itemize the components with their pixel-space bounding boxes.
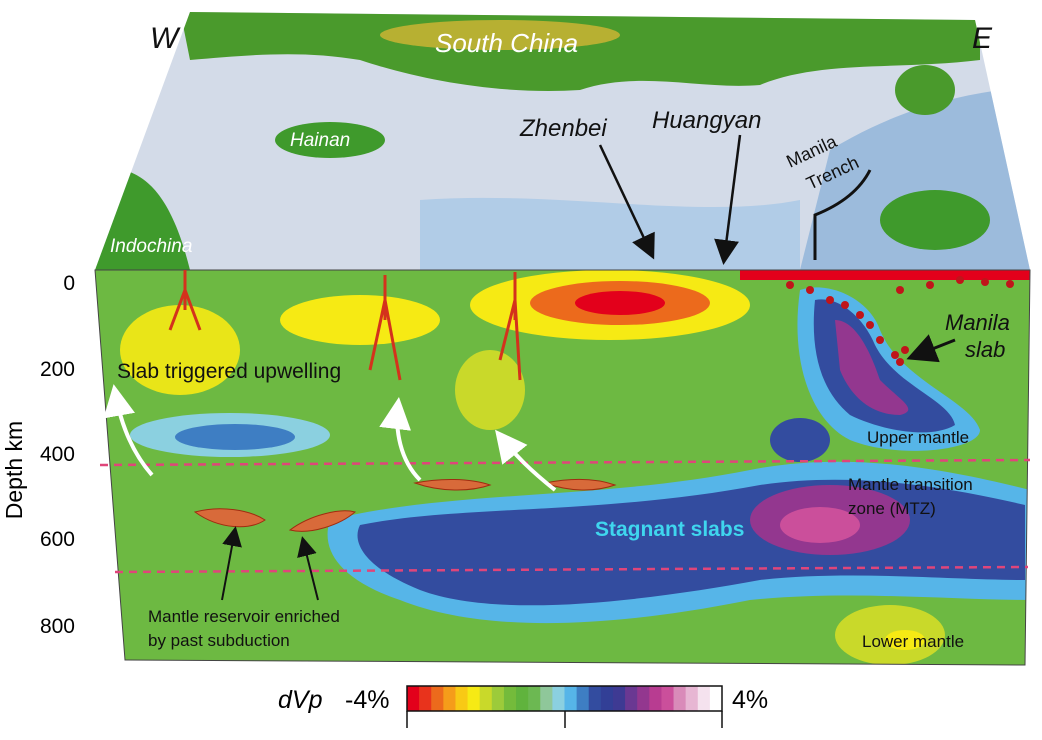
colorbar-swatch [552, 686, 565, 711]
upwelling-label: Slab triggered upwelling [117, 360, 341, 383]
manila-trench-line [813, 169, 872, 260]
manila-slab-arrow [906, 334, 956, 363]
colorbar-swatch [431, 686, 444, 711]
mtz-label-1: Mantle transition [848, 475, 973, 494]
map-surface [95, 12, 1030, 270]
indochina-label: Indochina [110, 236, 192, 257]
east-label: E [972, 22, 993, 55]
reservoir-label-2: by past subduction [148, 631, 290, 650]
colorbar-swatch [625, 686, 638, 711]
colorbar-swatch [540, 686, 553, 711]
colorbar-swatch [697, 686, 711, 711]
zhenbei-arrow [598, 144, 655, 260]
mtz-label-2: zone (MTZ) [848, 499, 936, 518]
upwelling-arrow-1 [103, 384, 154, 477]
colorbar-swatch [528, 686, 541, 711]
enriched-reservoirs [193, 478, 617, 532]
colorbar-swatch [564, 686, 578, 711]
depth-axis-label: Depth km [1, 421, 27, 519]
upwelling-plumes [168, 270, 522, 381]
colorbar-swatch [455, 686, 469, 711]
depth-axis: 0 200 400 600 800 Depth km [1, 272, 75, 638]
lower-mantle-label: Lower mantle [862, 632, 964, 651]
upwelling-arrow-2 [379, 397, 422, 482]
colorbar-swatch [491, 686, 505, 711]
hainan-label: Hainan [290, 130, 350, 151]
depth-tick-600: 600 [40, 528, 75, 551]
depth-tick-200: 200 [40, 358, 75, 381]
colorbar-swatch [637, 686, 650, 711]
colorbar-swatch [612, 686, 626, 711]
huangyan-arrow [714, 134, 742, 265]
depth-tick-800: 800 [40, 615, 75, 638]
colorbar-min-label: -4% [345, 686, 389, 714]
earthquake-hypocenters [786, 276, 1014, 366]
depth-tick-0: 0 [63, 272, 75, 295]
south-china-label: South China [435, 28, 578, 58]
colorbar: dVp -4% 4% [278, 685, 768, 728]
colorbar-label: dVp [278, 686, 323, 714]
colorbar-swatches [407, 686, 723, 711]
upwelling-arrow-3 [495, 429, 557, 492]
luzon-land [880, 190, 990, 250]
manila-slab-label-1: Manila [945, 310, 1010, 335]
660-discontinuity [114, 565, 1029, 574]
upper-mantle-label: Upper mantle [867, 428, 969, 447]
colorbar-swatch [503, 686, 517, 711]
colorbar-swatch [588, 686, 602, 711]
reservoir-label-1: Mantle reservoir enriched [148, 607, 340, 626]
west-label: W [150, 22, 181, 55]
reservoir-arrow-1 [221, 526, 242, 601]
colorbar-swatch [443, 686, 456, 711]
manila-slab-label-2: slab [965, 337, 1005, 362]
colorbar-swatch [673, 686, 687, 711]
colorbar-swatch [419, 686, 432, 711]
colorbar-swatch [685, 686, 699, 711]
depth-tick-400: 400 [40, 443, 75, 466]
colorbar-ticks [406, 711, 723, 728]
colorbar-swatch [516, 686, 529, 711]
huangyan-label: Huangyan [652, 107, 761, 134]
colorbar-swatch [407, 686, 420, 711]
colorbar-swatch [649, 686, 662, 711]
colorbar-swatch [600, 686, 614, 711]
cross-section [95, 270, 1030, 665]
hainan-land [275, 122, 385, 158]
colorbar-max-label: 4% [732, 686, 768, 714]
colorbar-swatch [467, 686, 481, 711]
colorbar-swatch [661, 686, 675, 711]
zhenbei-label: Zhenbei [519, 115, 607, 142]
colorbar-swatch [576, 686, 590, 711]
stagnant-slabs-label: Stagnant slabs [595, 518, 744, 541]
south-china-land [180, 12, 980, 91]
reservoir-arrow-2 [297, 536, 319, 601]
410-discontinuity [99, 458, 1031, 467]
colorbar-swatch [479, 686, 493, 711]
colorbar-swatch [709, 686, 723, 711]
